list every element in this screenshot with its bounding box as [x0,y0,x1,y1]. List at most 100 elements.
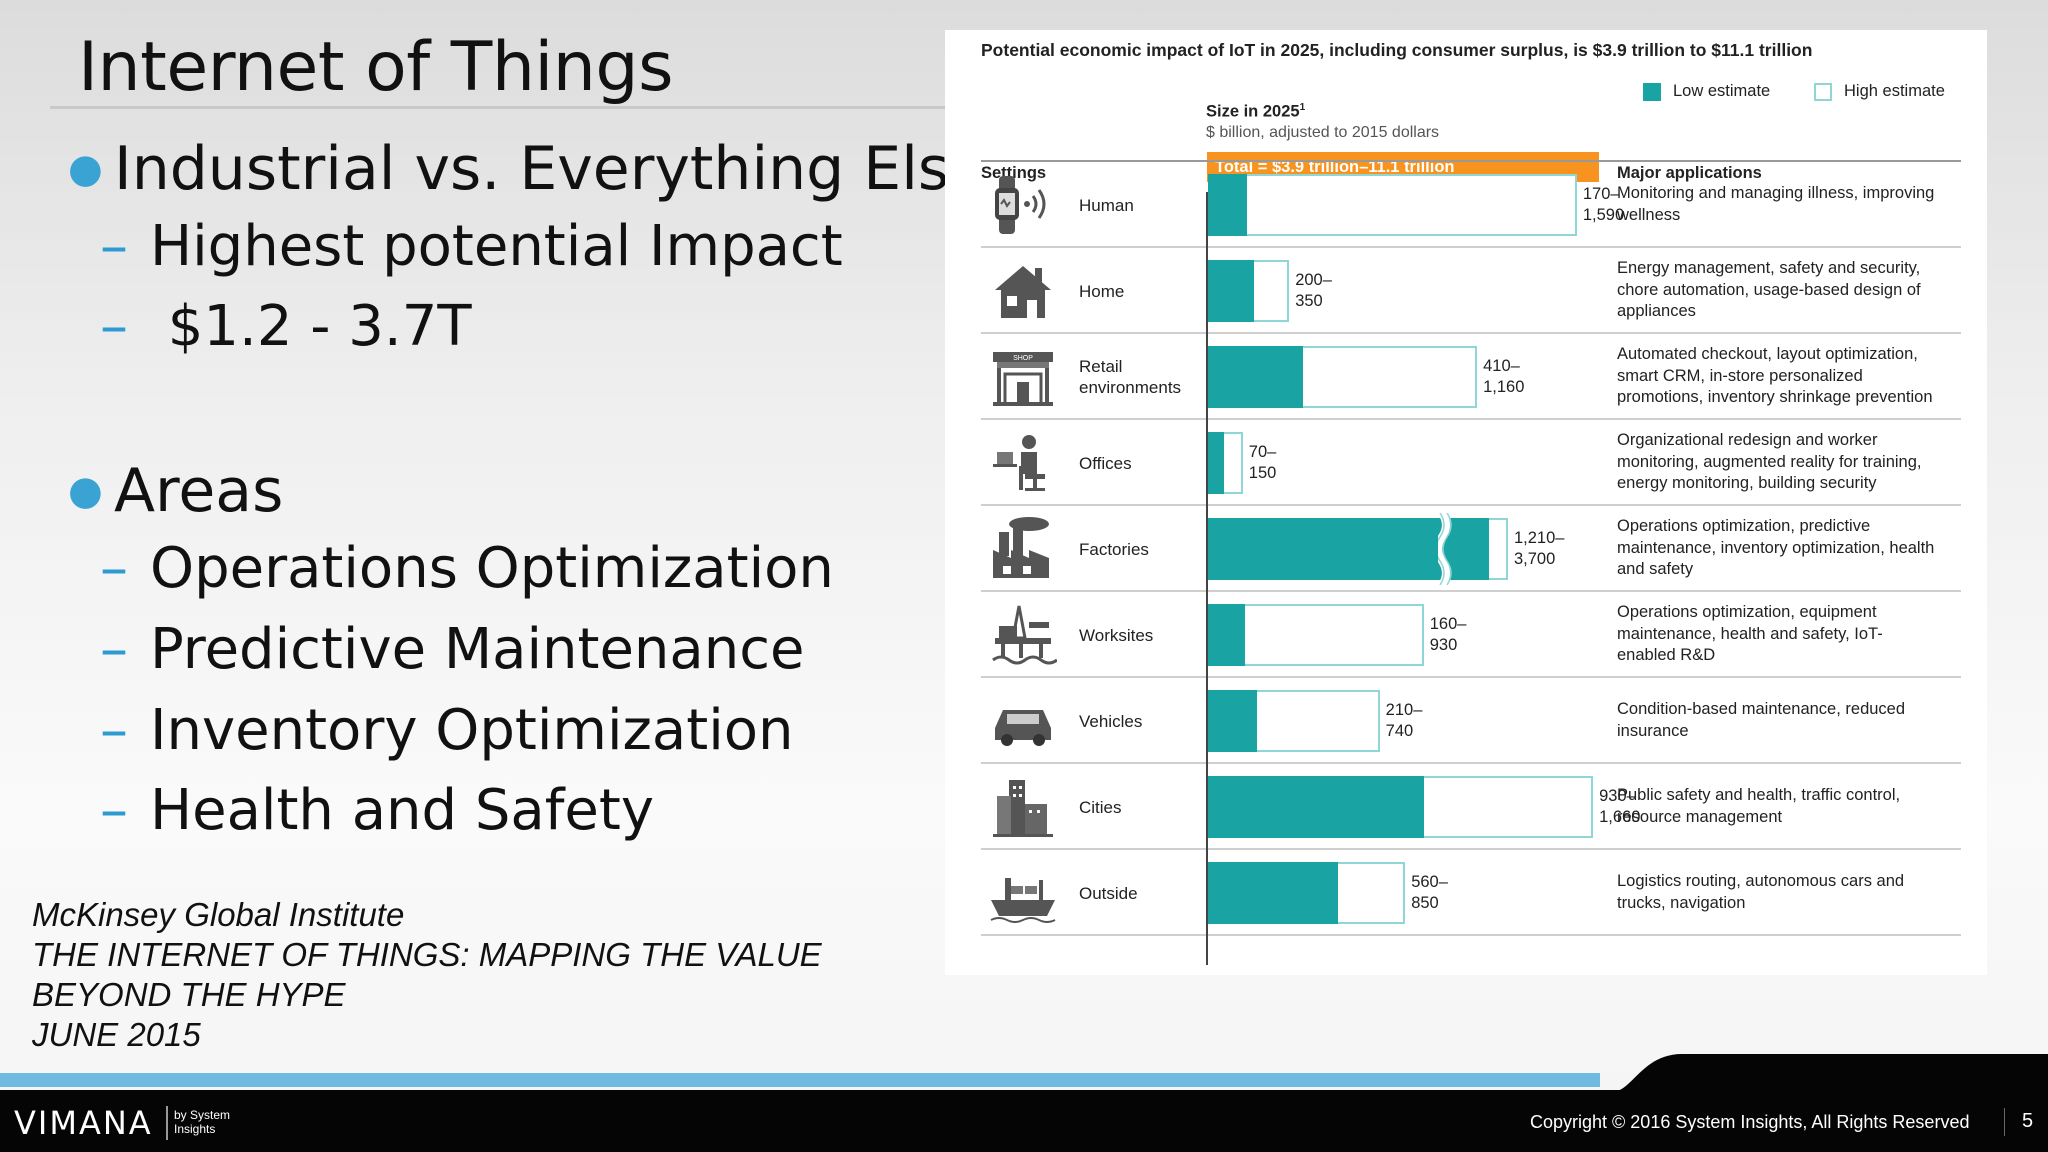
setting-label: Vehicles [1079,712,1143,731]
legend-low: Low estimate [1643,82,1770,101]
factory-icon [989,516,1057,582]
legend-swatch-low [1643,82,1661,101]
bullet-dot-icon: ● [68,468,103,514]
setting-label: Retail environments [1079,357,1182,397]
sub-bullet-item: – Predictive Maintenance [100,617,804,682]
city-icon [989,774,1057,840]
setting-label: Factories [1079,540,1149,559]
row-divider [981,762,1961,764]
legend-high: High estimate [1814,82,1945,101]
bar-baseline [1206,192,1208,965]
range-label: 1,210– 3,700 [1514,529,1565,568]
citation-line: BEYOND THE HYPE [32,976,346,1013]
setting-label: Outside [1079,884,1138,903]
size-subheading: $ billion, adjusted to 2015 dollars [1206,124,1440,141]
header-divider [981,160,1961,162]
sub-bullet-text: Health and Safety [150,778,654,843]
dash-icon: – [100,536,128,601]
sub-bullet-text: $1.2 - 3.7T [150,294,472,359]
sub-bullet-item: – Inventory Optimization [100,698,794,763]
sub-bullet-item: – Operations Optimization [100,536,834,601]
range-label: 200– 350 [1295,271,1332,310]
iot-impact-chart: Potential economic impact of IoT in 2025… [945,30,1987,975]
setting-label: Offices [1079,454,1132,473]
bar-low-estimate [1208,432,1225,494]
bar-low-estimate [1208,862,1338,924]
range-label: 560– 850 [1411,873,1448,912]
row-divider [981,934,1961,936]
settings-header: Settings [981,164,1047,182]
dash-icon: – [100,617,128,682]
applications-header: Major applications [1617,164,1762,182]
bar-low-estimate [1208,174,1248,236]
bar-low-estimate [1208,776,1424,838]
axis-break-icon [1438,513,1452,585]
smartwatch-icon [989,172,1057,238]
setting-label: Cities [1079,798,1122,817]
citation-line: THE INTERNET OF THINGS: MAPPING THE VALU… [32,936,822,973]
row-divider [981,246,1961,248]
chart-row: Worksites 160– 930 Operations optimization,… [981,592,1961,678]
setting-label: Worksites [1079,626,1154,645]
chart-row: SHOP Retail environments 410– 1,160 Automated… [981,334,1961,420]
chart-row: Cities 930– 1,660 Public safety and health,… [981,764,1961,850]
footer-bar [0,1090,2048,1152]
sub-bullet-item: – $1.2 - 3.7T [100,294,472,359]
sub-bullet-text: Inventory Optimization [150,698,794,763]
range-label: 170– 1,590 [1582,185,1625,224]
dash-icon: – [100,698,128,763]
footer-accent-band [0,1073,1600,1087]
page-divider [2004,1108,2005,1136]
sub-bullet-item: – Health and Safety [100,778,654,843]
setting-label: Human [1079,196,1134,215]
title-divider [50,106,945,109]
bar-low-estimate [1208,346,1304,408]
vimana-logo: VIMANA [14,1104,153,1142]
chart-row: Home 200– 350 Energy management, safety and… [981,248,1961,334]
chart-row: Factories 1,210– 3,700 Operations optimizat… [981,506,1961,592]
svg-text:SHOP: SHOP [1013,355,1033,362]
range-label: 210– 740 [1385,701,1423,740]
sub-bullet-text: Predictive Maintenance [150,617,805,682]
bullet-text: Areas [114,456,284,526]
application-text: Automated checkout, layout optimization,… [1617,345,1933,406]
oil-rig-icon [989,602,1058,668]
legend-label: High estimate [1844,82,1945,100]
citation-line: McKinsey Global Institute [32,896,405,933]
bar-low-estimate [1208,604,1246,666]
range-label: 930– 1,660 [1599,787,1641,826]
logo-subtitle: by System Insights [174,1108,231,1136]
sub-bullet-text: Operations Optimization [150,536,834,601]
logo-divider [166,1106,168,1140]
house-icon [989,258,1057,324]
bar-high-estimate [1208,174,1577,236]
row-divider [981,332,1961,334]
chart-title: Potential economic impact of IoT in 2025… [981,40,1813,60]
application-text: Monitoring and managing illness, improvi… [1617,184,1935,224]
chart-row: Human 170– 1,590 Monitoring and managing il… [981,162,1961,248]
bullet-text: Industrial vs. Everything Else [114,134,987,204]
row-divider [981,418,1961,420]
dash-icon: – [100,214,128,279]
application-text: Operations optimization, predictive maint… [1617,517,1935,578]
row-divider [981,590,1961,592]
bar-low-estimate [1208,690,1257,752]
row-divider [981,848,1961,850]
bullet-dot-icon: ● [68,146,103,192]
cargo-ship-icon [989,860,1057,926]
footer-wedge [1592,1054,2048,1094]
chart-row: Offices 70– 150 Organizational redesign and… [981,420,1961,506]
range-label: 70– 150 [1248,443,1277,482]
office-worker-icon [989,430,1057,496]
application-text: Condition-based maintenance, reduced insu… [1617,700,1906,740]
sub-bullet-text: Highest potential Impact [150,214,843,279]
range-label: 160– 930 [1429,615,1467,654]
dash-icon: – [100,778,128,843]
bullet-item: ● Areas [68,456,283,526]
chart-row: Vehicles 210– 740 Condition-based maintenan… [981,678,1961,764]
car-icon [989,688,1057,754]
shop-icon: SHOP [989,344,1057,410]
application-text: Energy management, safety and security, c… [1617,259,1921,320]
legend-swatch-high [1814,82,1832,101]
row-divider [981,676,1961,678]
